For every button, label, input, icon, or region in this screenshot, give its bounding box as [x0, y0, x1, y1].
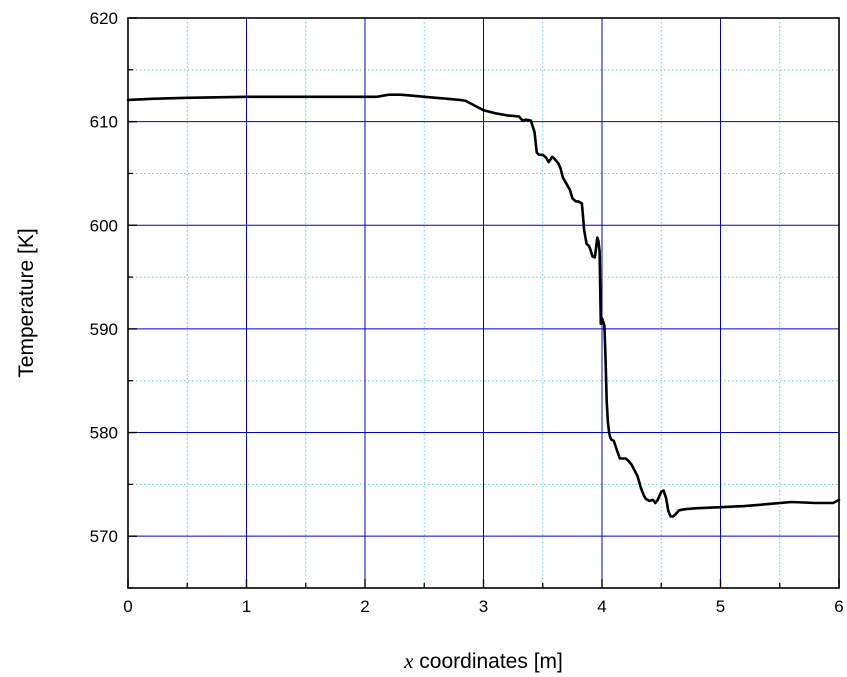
x-axis-title: x coordinates [m] — [403, 649, 563, 673]
x-axis-label-text: coordinates [m] — [413, 650, 562, 673]
tick-labels: 0 1 2 3 4 5 6 570 580 590 600 610 620 — [90, 9, 844, 616]
x-tick-label: 4 — [597, 597, 606, 616]
x-tick-label: 6 — [834, 597, 843, 616]
x-tick-label: 2 — [360, 597, 369, 616]
data-series-group — [126, 93, 841, 518]
y-tick-label: 600 — [90, 216, 118, 235]
y-axis-title: Temperature [K] — [15, 228, 38, 377]
y-tick-label: 590 — [90, 320, 118, 339]
y-tick-label: 570 — [90, 527, 118, 546]
x-tick-label: 0 — [123, 597, 132, 616]
temperature-series-line — [126, 93, 841, 518]
axis-ticks — [127, 17, 840, 589]
x-tick-label: 1 — [242, 597, 251, 616]
x-tick-label: 5 — [716, 597, 725, 616]
major-grid-lines — [128, 18, 839, 588]
y-tick-label: 610 — [90, 113, 118, 132]
y-tick-label: 620 — [90, 9, 118, 28]
y-tick-label: 580 — [90, 424, 118, 443]
x-tick-label: 3 — [479, 597, 488, 616]
x-axis-variable: x — [403, 649, 414, 673]
